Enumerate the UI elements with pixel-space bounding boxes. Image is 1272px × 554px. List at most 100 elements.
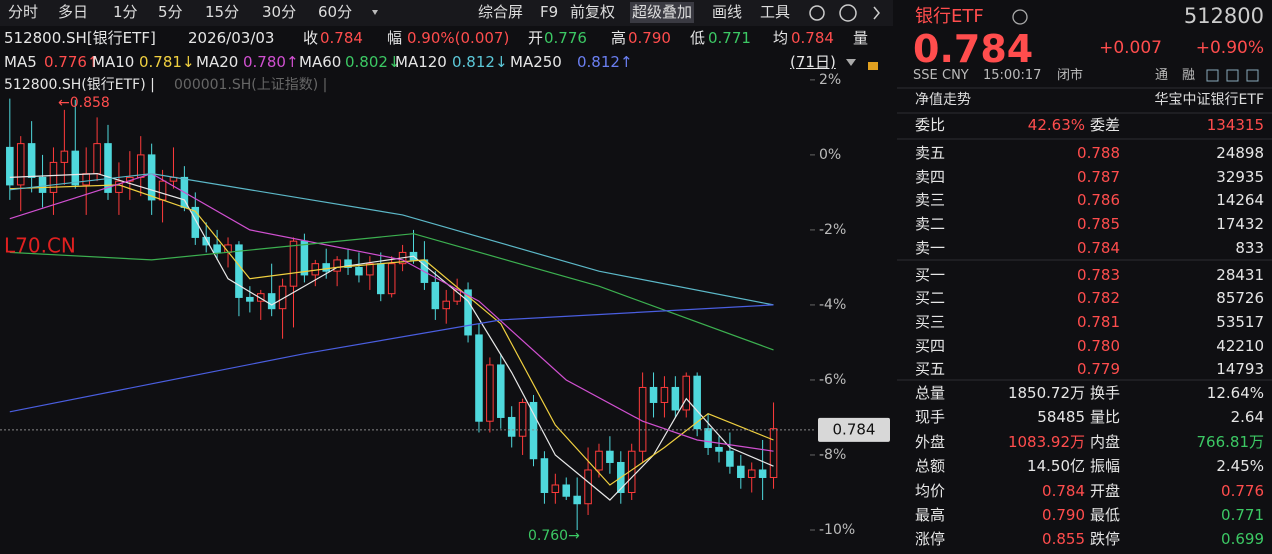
- price-change-pct: +0.90%: [1195, 38, 1264, 58]
- period-tab[interactable]: 30分: [262, 3, 297, 21]
- tool-button[interactable]: 超级叠加: [630, 2, 695, 23]
- ratio-value: 42.63%: [1027, 116, 1085, 134]
- candle-body: [660, 386, 669, 403]
- candle-body: [311, 263, 320, 276]
- stat-value: 0.771: [1221, 506, 1264, 524]
- order-volume: 32935: [1216, 167, 1264, 186]
- candle-body: [737, 465, 745, 478]
- period-tab[interactable]: 60分: [318, 3, 353, 21]
- period-tab[interactable]: 1分: [113, 3, 138, 21]
- candle-body: [158, 180, 167, 201]
- ma-line: [9, 233, 774, 351]
- period-tab[interactable]: 多日: [58, 3, 89, 21]
- order-volume: 28431: [1216, 265, 1264, 284]
- stat-label: 总量: [915, 384, 946, 402]
- stat-label: 量比: [1090, 408, 1121, 427]
- candle-body: [518, 401, 527, 437]
- stat-value: 0.790: [1042, 506, 1085, 524]
- candle-body: [366, 263, 374, 276]
- y-tick-label: 0%: [819, 147, 841, 163]
- help-icon[interactable]: [839, 4, 857, 22]
- ma-legend-name: MA5: [4, 53, 37, 71]
- stat-value: 58485: [1037, 408, 1085, 427]
- candle-body: [71, 150, 80, 186]
- order-volume: 833: [1235, 238, 1264, 257]
- info-icon[interactable]: [1012, 9, 1028, 25]
- candle-body: [355, 266, 363, 276]
- ma-legend-value: 0.781↓: [139, 53, 195, 71]
- ma-legend-name: MA10: [92, 53, 135, 71]
- order-volume: 53517: [1216, 312, 1264, 331]
- candle-body: [573, 495, 581, 505]
- tool-button[interactable]: 画线: [712, 3, 743, 21]
- tool-button[interactable]: F9: [540, 3, 559, 21]
- candle-body: [431, 281, 440, 310]
- stock-name: 银行ETF: [915, 6, 984, 27]
- link[interactable]: 融: [1182, 68, 1196, 83]
- tab: 华宝中证银行ETF: [1154, 92, 1264, 108]
- candle-body: [606, 450, 614, 463]
- order-volume: 42210: [1216, 336, 1264, 355]
- candle-body: [758, 469, 767, 478]
- order-volume: 24898: [1216, 144, 1264, 162]
- candle-body: [202, 236, 210, 246]
- link[interactable]: 通: [1155, 68, 1169, 83]
- status-text: CNY: [942, 68, 969, 83]
- tool-icon[interactable]: [1206, 69, 1219, 82]
- ma-line: [9, 304, 774, 413]
- order-label: 买二: [915, 289, 946, 308]
- price-tag-label: 0.784: [833, 420, 876, 438]
- ratio-label: 委差: [1090, 116, 1121, 134]
- ma-legend-value: 0.802↓: [345, 53, 401, 71]
- stat-value: 0.699: [1221, 530, 1264, 549]
- stat-label: 外盘: [915, 432, 946, 451]
- tool-icon[interactable]: [1226, 69, 1239, 82]
- candle-body: [595, 450, 603, 471]
- period-tab[interactable]: 分时: [8, 3, 39, 21]
- order-price: 0.787: [1077, 167, 1120, 186]
- stat-label: 最高: [915, 506, 946, 524]
- candle-body: [497, 364, 505, 418]
- settings-icon[interactable]: [809, 5, 825, 21]
- candle-body: [649, 386, 658, 403]
- ma-legend-name: MA250: [510, 53, 562, 71]
- quote-value: 0.771: [708, 29, 751, 47]
- period-label: (71日): [790, 53, 836, 71]
- quote-value: 0.790: [628, 29, 671, 47]
- toolbar-icons: [372, 4, 880, 22]
- candle-body: [38, 176, 47, 193]
- period-tab[interactable]: 15分: [205, 3, 240, 21]
- quote-value: 0.776: [544, 29, 587, 47]
- order-price: 0.781: [1077, 312, 1120, 331]
- order-label: 买五: [915, 360, 946, 379]
- ma-legend-value: 0.812↑: [577, 53, 633, 71]
- stat-label: 均价: [915, 481, 946, 500]
- stat-value: 0.776: [1221, 481, 1264, 500]
- stat-value: 1083.92万: [1007, 432, 1085, 451]
- y-tick-label: -8%: [819, 447, 846, 463]
- quote-label: 高: [611, 29, 627, 47]
- dropdown-icon[interactable]: [372, 10, 378, 15]
- order-volume: 85726: [1216, 289, 1264, 308]
- tool-button[interactable]: 前复权: [570, 3, 616, 21]
- candle-body: [442, 300, 451, 310]
- candle-body: [115, 180, 123, 193]
- stat-label: 开盘: [1090, 481, 1121, 500]
- tool-icon[interactable]: [1246, 69, 1259, 82]
- overlay-icon: [846, 59, 856, 66]
- candle-body: [376, 263, 385, 295]
- quote-value: 0.784: [320, 29, 363, 47]
- period-tab[interactable]: 5分: [158, 3, 183, 21]
- stat-value: 1850.72万: [1007, 384, 1085, 402]
- tool-button[interactable]: 工具: [760, 3, 791, 21]
- tool-button[interactable]: 综合屏: [478, 3, 524, 21]
- ma-line: [9, 184, 774, 486]
- next-icon[interactable]: [873, 6, 880, 20]
- order-volume: 17432: [1216, 215, 1264, 234]
- candle-body: [344, 259, 352, 268]
- order-volume: 14793: [1216, 360, 1264, 379]
- quote-label: 幅: [387, 29, 403, 47]
- candle-body: [747, 469, 756, 478]
- candle-body: [769, 428, 778, 478]
- candle-body: [387, 263, 396, 295]
